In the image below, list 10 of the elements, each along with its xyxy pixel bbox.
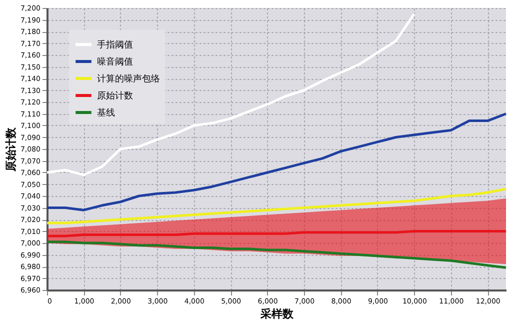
line-series bbox=[46, 188, 508, 224]
y-axis-title: 原始计数 bbox=[4, 126, 18, 172]
legend-label: 噪音阈值 bbox=[97, 56, 133, 68]
legend-label: 基线 bbox=[97, 108, 115, 118]
legend-label: 手指阈值 bbox=[97, 40, 133, 50]
legend-label: 原始计数 bbox=[97, 90, 133, 102]
legend-label: 计算的噪声包络 bbox=[97, 74, 160, 84]
line-series bbox=[46, 12, 416, 176]
x-axis-title: 采样数 bbox=[260, 308, 294, 320]
line-series bbox=[46, 240, 508, 269]
